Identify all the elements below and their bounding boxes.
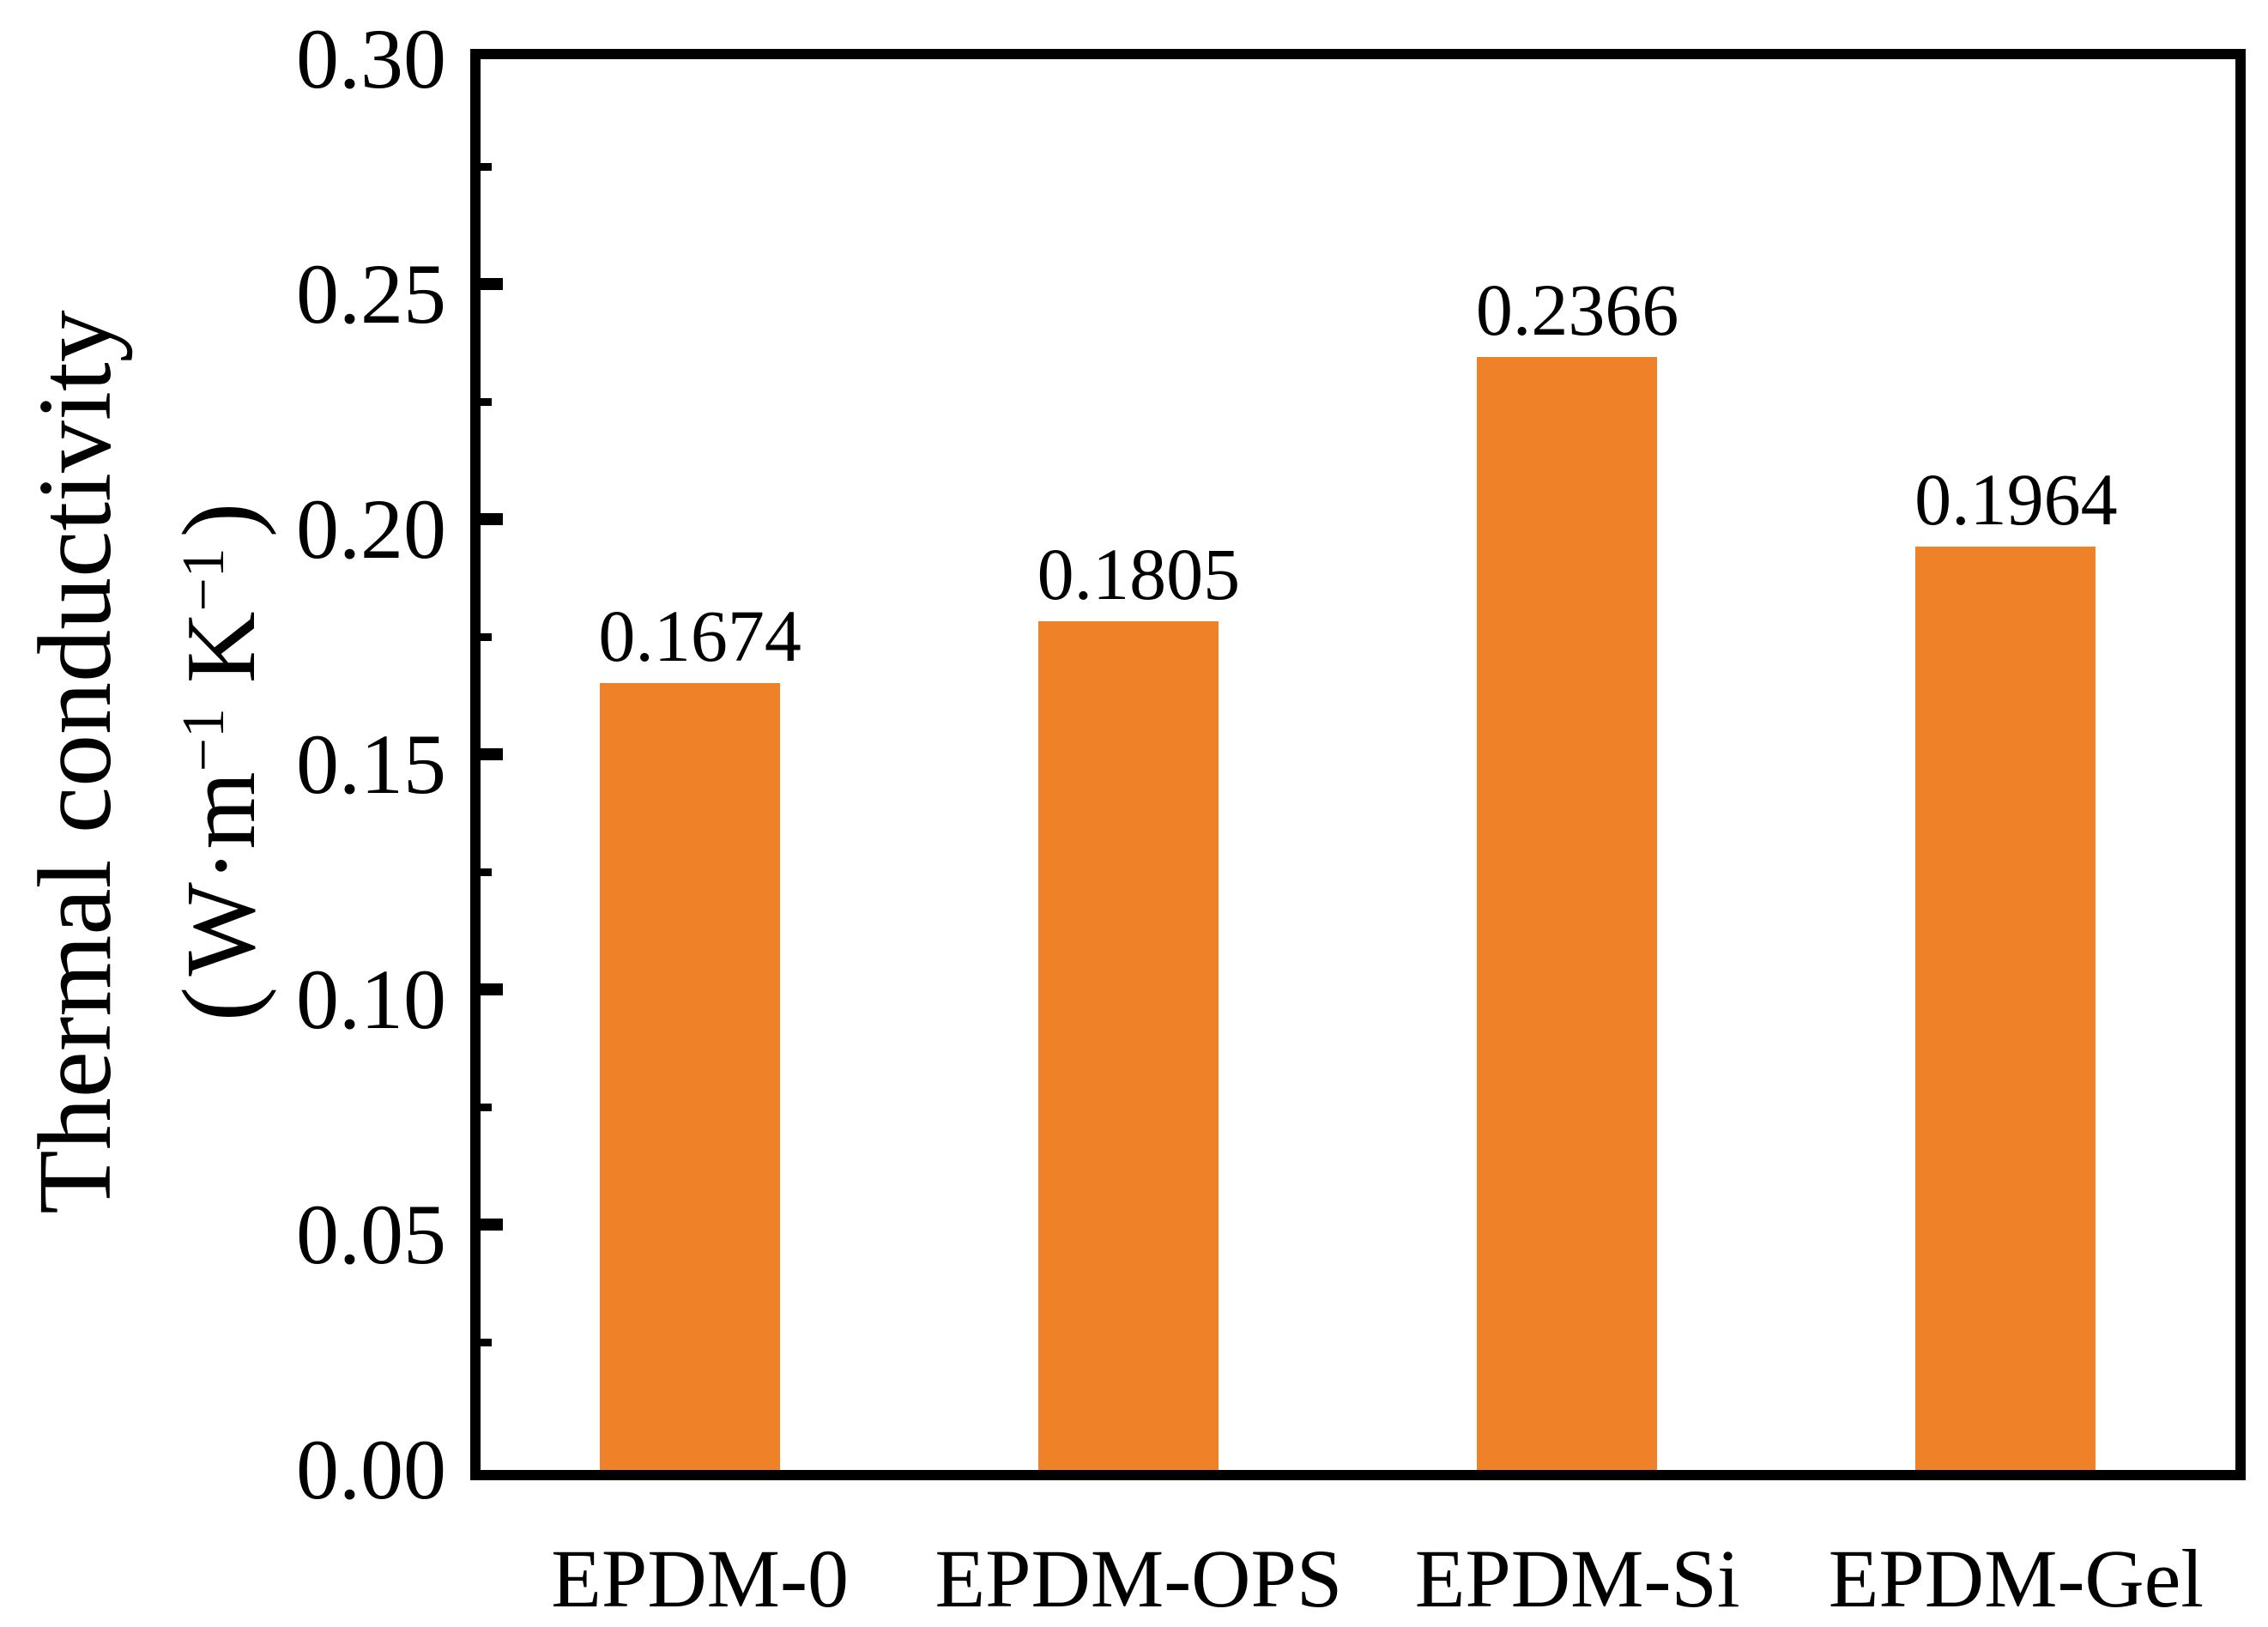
y-major-tick <box>481 513 503 525</box>
y-major-tick <box>481 278 503 290</box>
bar-value-label: 0.1964 <box>1914 457 2118 541</box>
y-minor-tick <box>481 868 492 876</box>
x-category-label: EPDM-OPS <box>934 1533 1343 1624</box>
bar-EPDM-Si <box>1477 357 1658 1470</box>
y-minor-tick <box>481 1103 492 1111</box>
bar-EPDM-OPS <box>1037 620 1219 1470</box>
y-tick-label: 0.00 <box>296 1422 446 1517</box>
y-minor-tick <box>481 162 492 171</box>
y-tick-label: 0.15 <box>296 717 446 812</box>
y-axis-title: Thermal conductivity <box>17 310 133 1214</box>
y-major-tick <box>481 1219 503 1231</box>
bar-EPDM-Gel <box>1915 546 2096 1470</box>
x-category-label: EPDM-0 <box>551 1533 849 1624</box>
y-major-tick <box>481 748 503 760</box>
y-tick-label: 0.10 <box>296 952 446 1047</box>
bar-EPDM-0 <box>599 682 780 1470</box>
bar-value-label: 0.2366 <box>1475 269 1679 352</box>
unit-base-2: K <box>166 611 276 709</box>
y-minor-tick <box>481 1338 492 1346</box>
y-tick-label: 0.20 <box>296 481 446 577</box>
y-minor-tick <box>481 397 492 406</box>
y-tick-label: 0.30 <box>296 11 446 106</box>
y-tick-label: 0.25 <box>296 246 446 342</box>
y-minor-tick <box>481 632 492 641</box>
bar-value-label: 0.1805 <box>1037 532 1241 615</box>
bar-value-label: 0.1674 <box>598 594 801 677</box>
y-major-tick <box>481 983 503 995</box>
y-tick-label: 0.05 <box>296 1187 446 1282</box>
plot-area <box>470 49 2246 1480</box>
x-category-label: EPDM-Gel <box>1828 1533 2204 1624</box>
x-category-label: EPDM-Si <box>1414 1533 1740 1624</box>
